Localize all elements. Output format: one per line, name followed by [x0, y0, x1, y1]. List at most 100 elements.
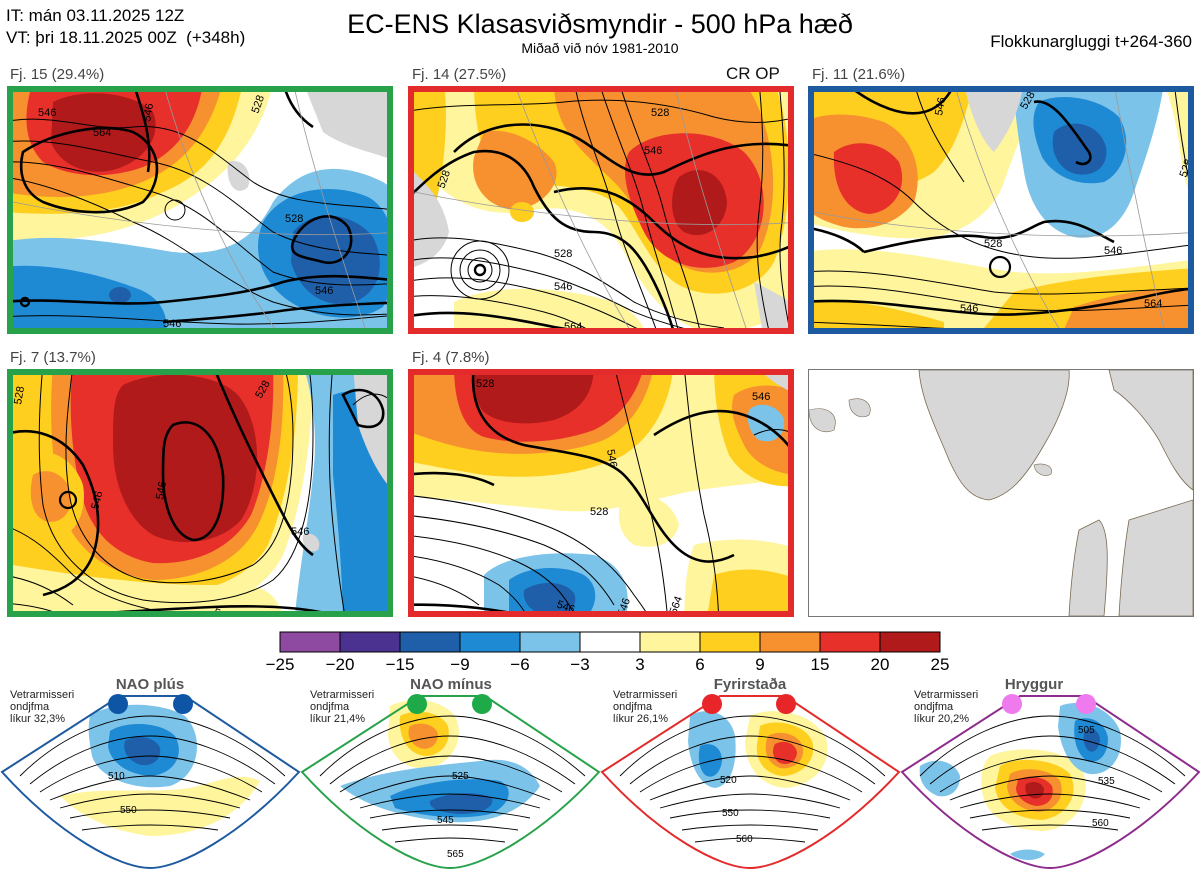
contour-label: 546 — [315, 285, 333, 297]
regime-note-line: Vetrarmisseri — [613, 689, 678, 701]
regime-note-line: líkur 32,3% — [10, 713, 66, 725]
regime-note-line: Vetrarmisseri — [310, 689, 375, 701]
regime-dot-nao-minus-2 — [472, 694, 492, 714]
contour-label: 550 — [722, 808, 739, 819]
cluster-label-3: Fj. 11 (21.6%) — [812, 66, 906, 83]
regime-name-blocking: Fyrirstaða — [713, 676, 787, 693]
colorbar-tick-label: −9 — [450, 655, 470, 674]
contour-label: 546 — [604, 448, 619, 468]
cluster-label-2: Fj. 14 (27.5%) — [412, 66, 507, 83]
contour-label: 546 — [141, 102, 156, 122]
regime-note-line: líkur 20,2% — [914, 713, 970, 725]
colorbar-tick-label: 9 — [755, 655, 765, 674]
cluster-map-3: 546 528 528 546 546 564 564 528 — [808, 86, 1194, 334]
contour-label: 510 — [108, 771, 125, 782]
regime-name-nao-plus: NAO plús — [115, 676, 185, 693]
contour-label: 546 — [163, 318, 181, 330]
contour-label: 546 — [933, 96, 948, 116]
regime-name-nao-minus: NAO mínus — [410, 676, 492, 693]
contour-label: 560 — [736, 834, 753, 845]
contour-label: 505 — [1078, 725, 1095, 736]
classification-window: Flokkunargluggi t+264-360 — [990, 32, 1192, 51]
cluster-map-4: 528 546 546 546 546 528 — [7, 369, 393, 617]
contour-label: 528 — [476, 378, 494, 390]
regime-note-nao-minus: Vetrarmisseri ondjfma líkur 21,4% — [310, 689, 374, 725]
contour-label: 546 — [212, 607, 233, 617]
contour-label: 546 — [554, 281, 572, 293]
contour-label: 546 — [616, 597, 634, 617]
contour-label: 546 — [291, 526, 309, 538]
contour-label: 528 — [554, 248, 572, 260]
contour-label: 564 — [1144, 298, 1162, 310]
cluster-map-1-field: 546 564 546 528 546 546 528 — [13, 92, 387, 330]
regime-nao-minus: 525 545 565 — [300, 695, 601, 870]
empty-base-map — [808, 369, 1194, 617]
valid-time: VT: þri 18.11.2025 00Z (+348h) — [6, 28, 246, 47]
regime-note-line: ondjfma — [613, 701, 653, 713]
contour-label: 528 — [984, 238, 1002, 250]
regime-note-line: Vetrarmisseri — [10, 689, 75, 701]
regime-dot-ridge-2 — [1076, 694, 1096, 714]
contour-label: 545 — [437, 815, 454, 826]
colorbar-swatch — [399, 631, 461, 653]
colorbar-swatch — [879, 631, 941, 653]
colorbar-tick-label: 3 — [635, 655, 645, 674]
regime-nao-plus: 510 550 — [0, 695, 301, 870]
contour-label: 528 — [250, 94, 268, 115]
contour-label: 550 — [120, 805, 137, 816]
colorbar-swatch — [579, 631, 641, 653]
colorbar-tick-label: −20 — [325, 655, 355, 674]
contour-label: 525 — [452, 771, 469, 782]
regime-dot-blocking-1 — [702, 694, 722, 714]
header-left: IT: mán 03.11.2025 12Z VT: þri 18.11.202… — [6, 5, 245, 49]
cluster-member-tag: CR OP — [726, 64, 780, 83]
regime-note-line: líkur 21,4% — [310, 713, 366, 725]
regime-dot-ridge-1 — [1002, 694, 1022, 714]
regime-note-line: líkur 26,1% — [613, 713, 669, 725]
regime-note-line: Vetrarmisseri — [914, 689, 979, 701]
colorbar-tick-label: −3 — [570, 655, 590, 674]
empty-base-map-land — [809, 370, 1193, 616]
contour-label: 528 — [590, 506, 608, 518]
cluster-label-1: Fj. 15 (29.4%) — [10, 66, 105, 83]
regime-note-nao-plus: Vetrarmisseri ondjfma líkur 32,3% — [10, 689, 74, 725]
contour-label: 528 — [285, 213, 303, 225]
regime-note-line: ondjfma — [310, 701, 350, 713]
colorbar-swatch — [279, 631, 341, 653]
cluster-label-5: Fj. 4 (7.8%) — [412, 349, 490, 366]
cluster-map-4-field: 528 546 546 546 546 528 — [13, 375, 387, 617]
cluster-map-1: 546 564 546 528 546 546 528 — [7, 86, 393, 334]
cluster-map-3-field: 546 528 528 546 546 564 564 528 — [814, 92, 1194, 334]
colorbar-swatch — [459, 631, 521, 653]
regime-dot-nao-plus-2 — [173, 694, 193, 714]
regime-dot-blocking-2 — [776, 694, 796, 714]
page-title: EC-ENS Klasasviðsmyndir - 500 hPa hæð — [347, 9, 853, 39]
contour-label: 546 — [1104, 245, 1122, 257]
colorbar-swatch — [759, 631, 821, 653]
contour-label: 528 — [1178, 158, 1194, 179]
colorbar — [279, 631, 941, 653]
cluster-map-2-field: 528 546 528 528 546 564 564 — [414, 92, 788, 334]
cluster-map-5-field: 528 546 528 546 546 546 564 — [414, 375, 788, 617]
regime-dot-nao-minus-1 — [407, 694, 427, 714]
contour-label: 528 — [436, 169, 454, 190]
contour-label: 564 — [564, 321, 582, 333]
regime-note-ridge: Vetrarmisseri ondjfma líkur 20,2% — [914, 689, 978, 725]
contour-label: 564 — [949, 327, 967, 334]
colorbar-swatch — [639, 631, 701, 653]
regime-note-line: ondjfma — [914, 701, 954, 713]
colorbar-swatch — [819, 631, 881, 653]
contour-label: 528 — [13, 385, 27, 405]
colorbar-tick-label: −25 — [265, 655, 295, 674]
contour-label: 546 — [960, 303, 978, 315]
regime-name-ridge: Hryggur — [1004, 676, 1064, 693]
contour-label: 564 — [672, 327, 690, 334]
contour-label: 546 — [89, 490, 105, 511]
colorbar-tick-label: 15 — [810, 655, 830, 674]
contour-label: 564 — [93, 127, 111, 139]
colorbar-tick-label: −15 — [385, 655, 415, 674]
colorbar-swatch — [519, 631, 581, 653]
regime-maps: 510 550 525 545 565 — [0, 694, 1200, 870]
cluster-map-5: 528 546 528 546 546 546 564 — [408, 369, 794, 617]
contour-label: 535 — [1098, 776, 1115, 787]
